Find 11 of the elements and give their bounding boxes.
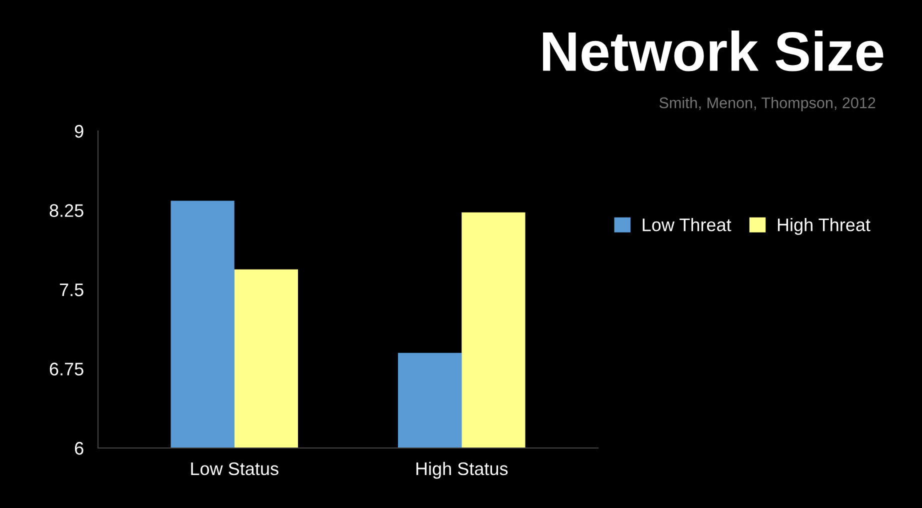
y-tick-label: 7.5 <box>60 284 84 296</box>
legend-label: High Threat <box>778 218 870 235</box>
x-tick-label: Low Status <box>191 462 278 476</box>
y-tick-label: 8.25 <box>50 204 84 217</box>
y-tick-label: 9 <box>74 124 84 138</box>
text: Smith, Menon, Thompson, 2012 <box>659 97 876 112</box>
y-tick-label: 6 <box>74 442 84 455</box>
x-tick-label: High Status <box>416 462 508 479</box>
legend-label: Low Threat <box>642 218 732 232</box>
text: Network Size <box>543 30 884 72</box>
y-tick-label: 6.75 <box>50 362 84 376</box>
